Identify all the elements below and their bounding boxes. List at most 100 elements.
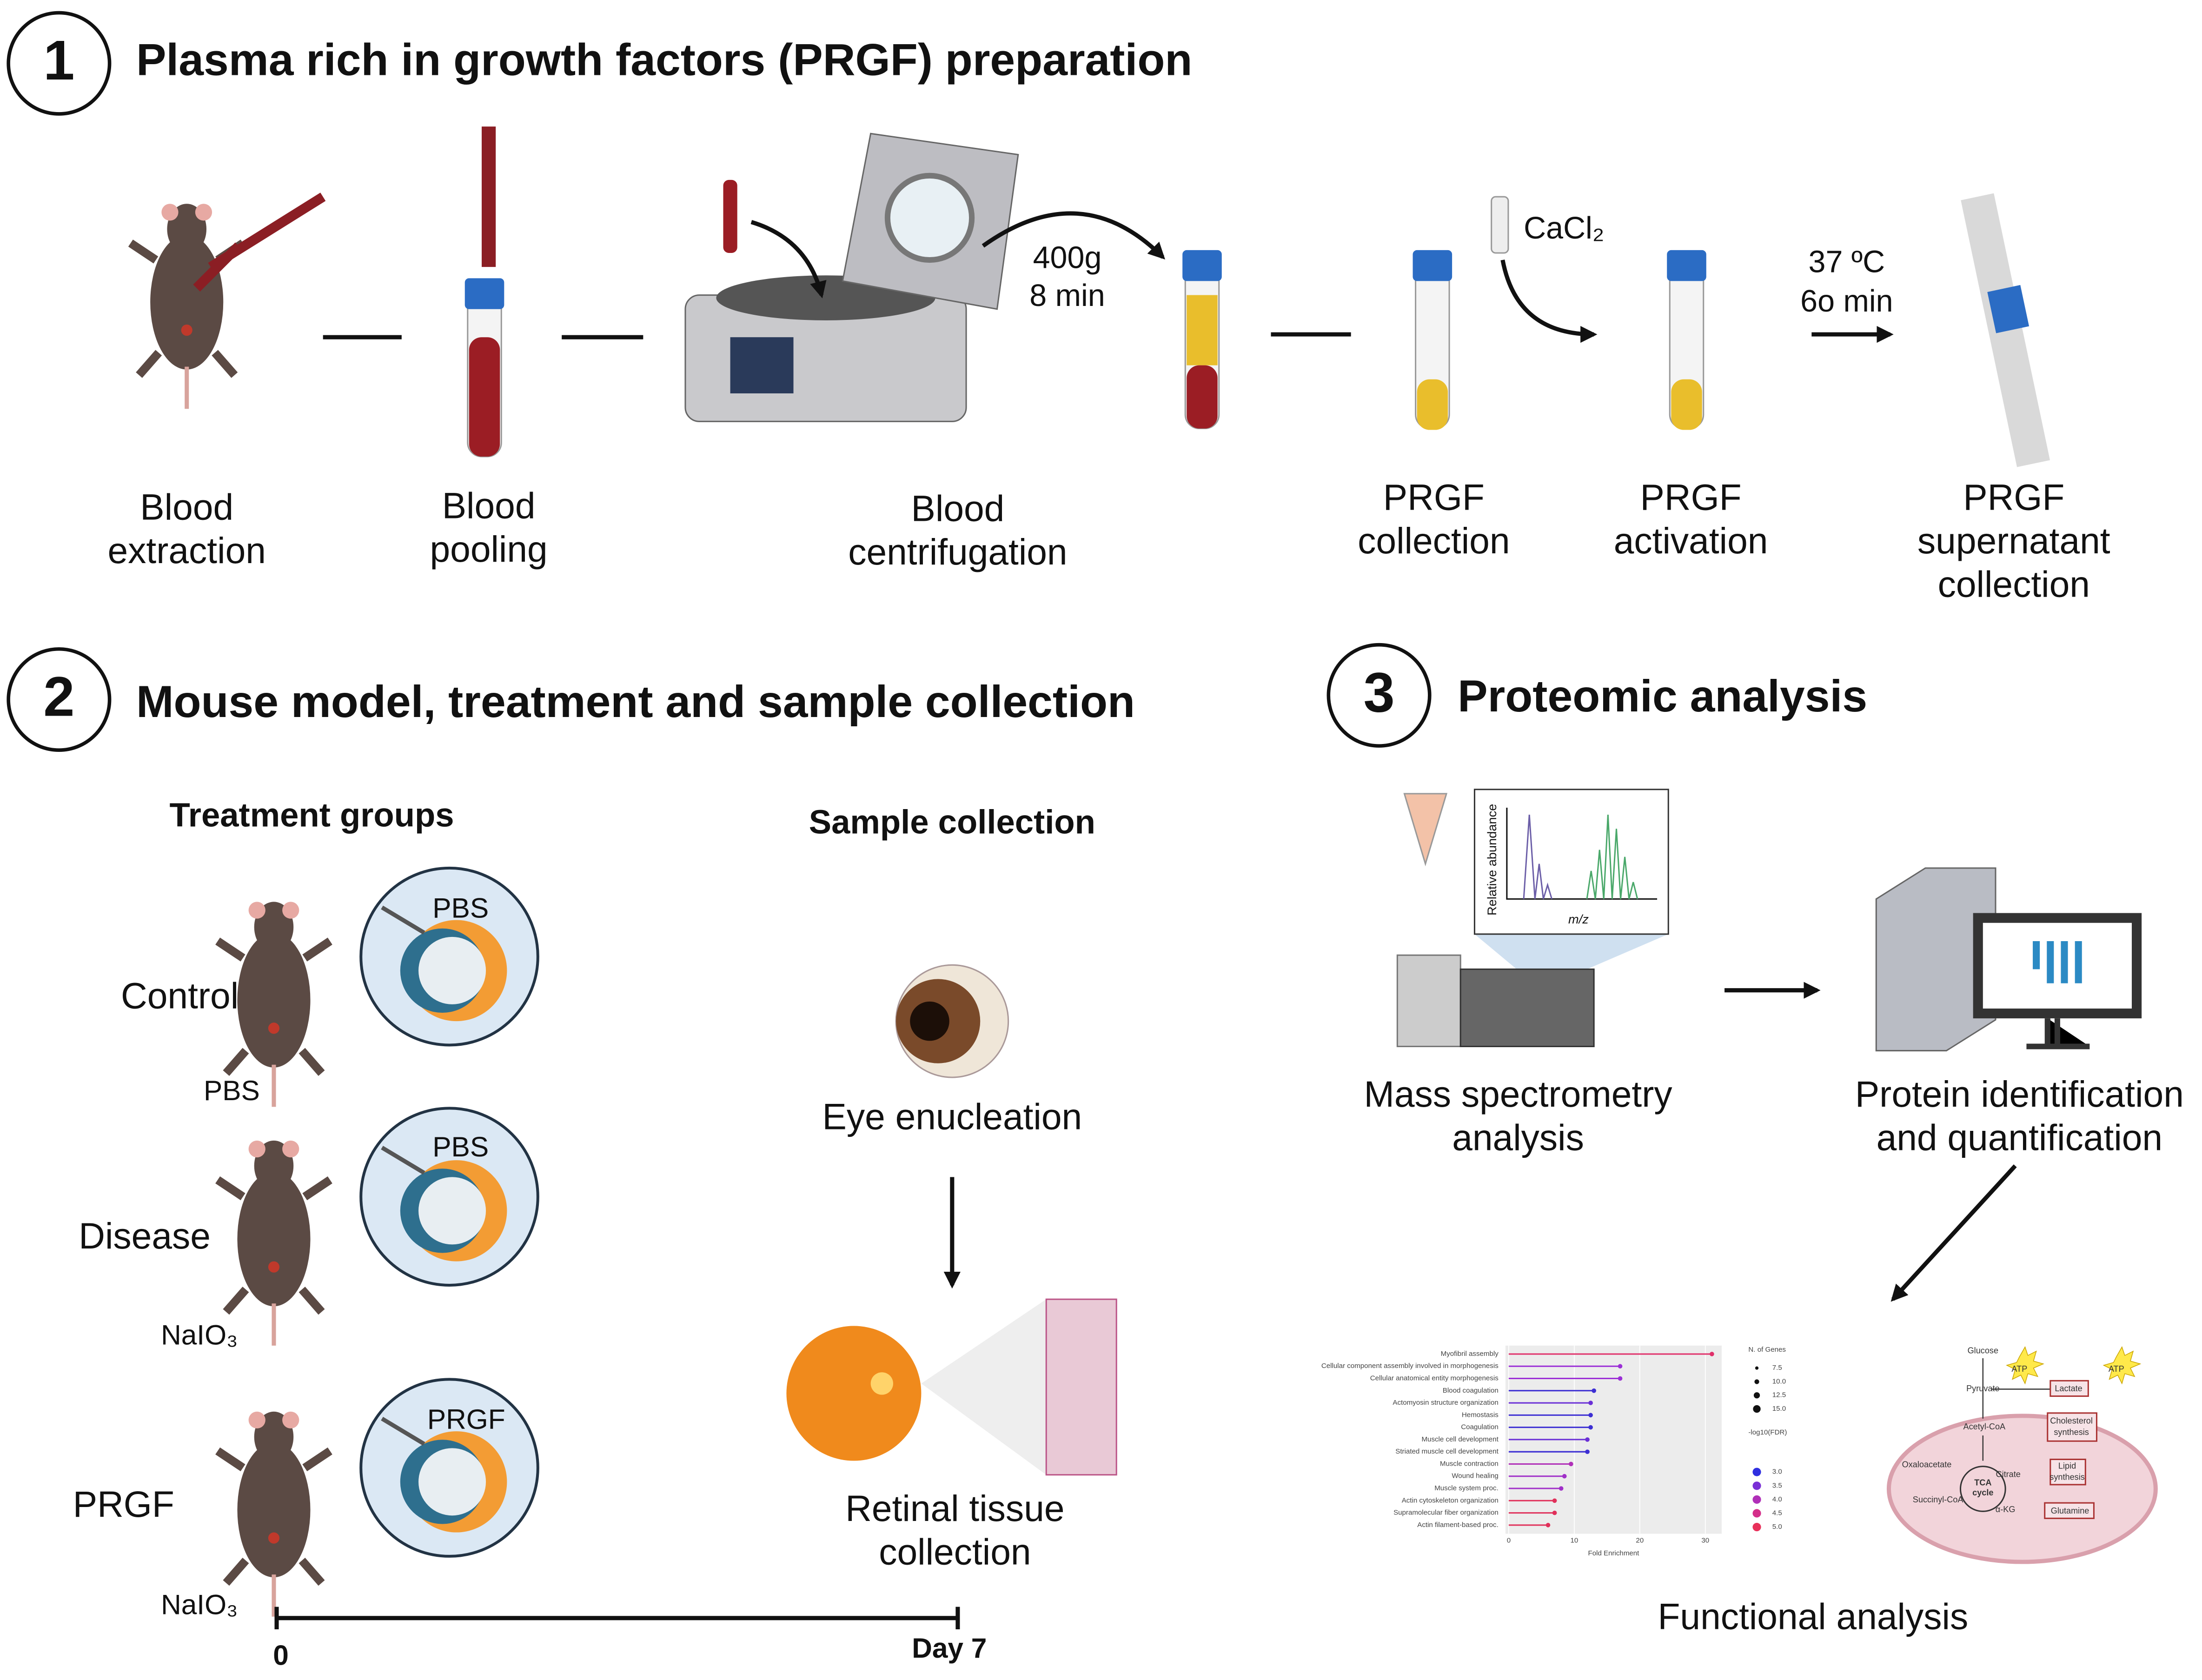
- pathway-label: TCA: [1974, 1478, 1991, 1487]
- plasma: [1671, 379, 1702, 430]
- step-label: activation: [1614, 520, 1768, 561]
- legend-label: 15.0: [1772, 1405, 1786, 1413]
- section-badge: [7, 11, 112, 116]
- x-tick-label: 10: [1570, 1537, 1578, 1545]
- pathway-label: Lactate: [2055, 1384, 2082, 1393]
- legend-marker: [1752, 1523, 1761, 1532]
- y-tick-label: Striated muscle cell development: [1395, 1448, 1499, 1455]
- section-title: Proteomic analysis: [1458, 671, 1867, 721]
- dot: [1552, 1510, 1557, 1515]
- legend-marker: [1752, 1495, 1761, 1504]
- step-label: analysis: [1452, 1117, 1584, 1158]
- arrow: [323, 334, 1890, 337]
- y-tick-label: Supramolecular fiber organization: [1393, 1509, 1499, 1517]
- systemic-injection-label: PBS: [204, 1075, 260, 1106]
- step-label: Blood: [442, 485, 536, 526]
- tube: [723, 179, 737, 253]
- section-title: Plasma rich in growth factors (PRGF) pre…: [136, 35, 1192, 85]
- cap: [1987, 285, 2030, 333]
- section-number: 1: [43, 29, 74, 92]
- step-label: collection: [1938, 564, 2090, 605]
- y-tick-label: Cellular anatomical entity morphogenesis: [1370, 1375, 1499, 1382]
- dot: [1545, 1523, 1551, 1527]
- group-name: Disease: [79, 1215, 211, 1256]
- y-tick-label: Actomyosin structure organization: [1393, 1399, 1498, 1407]
- y-tick-label: Muscle cell development: [1421, 1435, 1499, 1443]
- legend-marker: [1755, 1366, 1759, 1370]
- systemic-injection-label: NaIO₃: [161, 1319, 238, 1351]
- pathway-label: Citrate: [1996, 1470, 2021, 1479]
- pathway-label: cycle: [1972, 1488, 1993, 1497]
- step-label: supernatant: [1917, 520, 2110, 561]
- pathway-label: Glucose: [1968, 1346, 1998, 1355]
- x-tick-label: 0: [1507, 1537, 1511, 1545]
- pathway-arrow: [1982, 1358, 2053, 1461]
- dot: [1592, 1388, 1596, 1393]
- pathway-label: Glutamine: [2051, 1506, 2089, 1515]
- mitochondrion: [1886, 1414, 2158, 1564]
- mouse: [218, 1141, 330, 1346]
- y-tick-label: Muscle contraction: [1440, 1460, 1499, 1468]
- x-tick-label: 30: [1701, 1537, 1709, 1545]
- centrifuge-window: [884, 173, 975, 263]
- centrifuge-param: 400g: [1033, 241, 1102, 275]
- eye-injection-label: PBS: [432, 1131, 489, 1162]
- timeline-label: Day 7: [912, 1632, 987, 1664]
- mass-spectrometer: [1459, 968, 1595, 1048]
- step-label: PRGF: [1640, 477, 1742, 518]
- legend-marker: [1752, 1509, 1761, 1518]
- y-tick-label: Wound healing: [1452, 1472, 1498, 1480]
- dot: [1588, 1413, 1593, 1418]
- timeline-label: 0: [273, 1639, 289, 1671]
- legend-label: 3.0: [1772, 1468, 1782, 1476]
- enrichment-chart: Fold Enrichment N. of Genes -log10(FDR) …: [1321, 1345, 1787, 1557]
- legend-marker: [1752, 1481, 1761, 1490]
- group-name: PRGF: [73, 1484, 174, 1525]
- legend-label: 12.5: [1772, 1391, 1786, 1399]
- step-label: Blood: [911, 488, 1005, 529]
- zoom: [921, 1299, 1047, 1475]
- dot: [1618, 1364, 1623, 1369]
- eye-injection-label: PRGF: [427, 1403, 505, 1435]
- group-name: Control: [121, 976, 239, 1016]
- axis-label: m/z: [1568, 912, 1589, 926]
- syringe: [193, 193, 326, 292]
- dot: [1588, 1425, 1593, 1430]
- step-label: Functional analysis: [1658, 1596, 1968, 1637]
- arrow: [1890, 1164, 2017, 1302]
- dot: [1552, 1498, 1557, 1503]
- y-tick-label: Actin cytoskeleton organization: [1402, 1496, 1499, 1504]
- y-tick-label: Myofibril assembly: [1441, 1350, 1499, 1358]
- legend-title: -log10(FDR): [1748, 1428, 1787, 1436]
- x-tick-label: 20: [1636, 1537, 1644, 1545]
- dot: [1585, 1449, 1590, 1454]
- y-tick-label: Muscle system proc.: [1434, 1484, 1499, 1492]
- pathway-label: ATP: [2011, 1364, 2027, 1374]
- pathway-label: synthesis: [2054, 1428, 2089, 1437]
- legend-marker: [1753, 1392, 1760, 1399]
- dot: [1588, 1401, 1593, 1405]
- legend-label: 3.5: [1772, 1481, 1782, 1489]
- centrifuge-screen: [730, 337, 794, 394]
- subheading: Sample collection: [809, 803, 1095, 841]
- plasma: [1187, 295, 1218, 365]
- lc-system: [1396, 954, 1461, 1048]
- arrow: [1500, 259, 1598, 343]
- step-label: PRGF: [1963, 477, 2064, 518]
- computer-tower: [1875, 867, 1996, 1052]
- step-label: extraction: [108, 530, 266, 571]
- legend-marker: [1753, 1405, 1761, 1413]
- eye-injection-label: PBS: [432, 892, 489, 923]
- legend-title: N. of Genes: [1748, 1346, 1786, 1354]
- dot: [1562, 1474, 1567, 1479]
- step-label: Blood: [140, 486, 233, 527]
- sample-tube: [1403, 793, 1448, 867]
- systemic-injection-label: NaIO₃: [161, 1589, 238, 1620]
- section-number: 2: [43, 665, 74, 728]
- zoom: [1474, 934, 1669, 969]
- dot: [1618, 1376, 1623, 1381]
- arrow: [982, 211, 1166, 260]
- axis-label: Relative abundance: [1485, 804, 1499, 916]
- legend-marker: [1754, 1379, 1759, 1384]
- retina: [786, 1326, 922, 1461]
